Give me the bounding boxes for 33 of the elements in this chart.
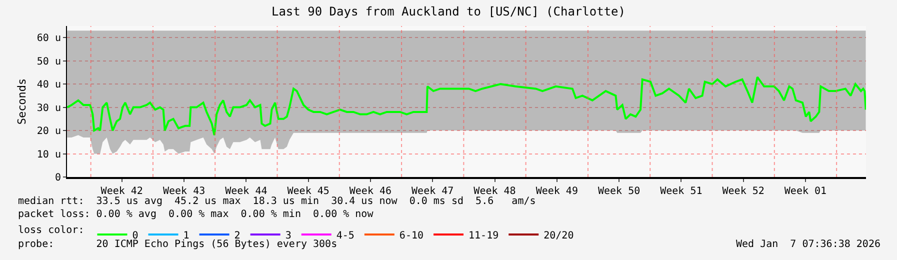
y-tick-label: 10 u (36, 149, 61, 160)
legend-label: 4-5 (336, 230, 354, 242)
text: packet loss: 0.00 % avg 0.00 % max 0.00 % min 0.00 % now (18, 209, 374, 220)
y-tick-label: 0 (54, 172, 61, 184)
y-tick-label: 60 u (36, 33, 61, 44)
legend-label: 1 (183, 230, 190, 242)
legend-label: 20/20 (544, 230, 574, 242)
y-tick-label: 30 u (36, 102, 61, 114)
y-tick-label: 20 u (36, 126, 61, 138)
x-tick-label: Week 51 (660, 186, 702, 197)
x-tick-label: Week 49 (536, 186, 578, 197)
legend-label: 3 (285, 230, 292, 242)
x-tick-label: Week 42 (100, 186, 143, 197)
x-tick-label: Week 44 (225, 186, 268, 197)
x-tick-label: Week 01 (784, 186, 827, 197)
x-tick-label: Week 50 (598, 186, 640, 197)
x-tick-label: Week 48 (474, 186, 516, 197)
legend-label: 11-19 (468, 230, 499, 242)
text: Wed Jan 7 07:36:38 2026 (736, 239, 880, 250)
legend-title: loss color: (18, 225, 84, 236)
x-tick-label: Week 52 (722, 186, 764, 197)
y-axis-title: Seconds (16, 78, 29, 125)
x-tick-label: Week 47 (412, 186, 454, 197)
text: probe: 20 ICMP Echo Pings (56 Bytes) every 300s (18, 239, 338, 250)
x-tick-label: Week 45 (287, 186, 330, 197)
chart-title: Last 90 Days from Auckland to [US/NC] (Charlotte) (271, 4, 626, 18)
y-tick-label: 50 u (36, 56, 61, 68)
x-tick-label: Week 46 (349, 186, 392, 197)
text: median rtt: 33.5 us avg 45.2 us max 18.3 us min 30.4 us now 0.0 ms sd 5.6 am/s (18, 196, 536, 207)
legend-label: 6-10 (399, 230, 424, 242)
x-tick-label: Week 43 (162, 186, 206, 197)
line-series (67, 76, 866, 136)
y-tick-label: 40 u (36, 80, 61, 91)
